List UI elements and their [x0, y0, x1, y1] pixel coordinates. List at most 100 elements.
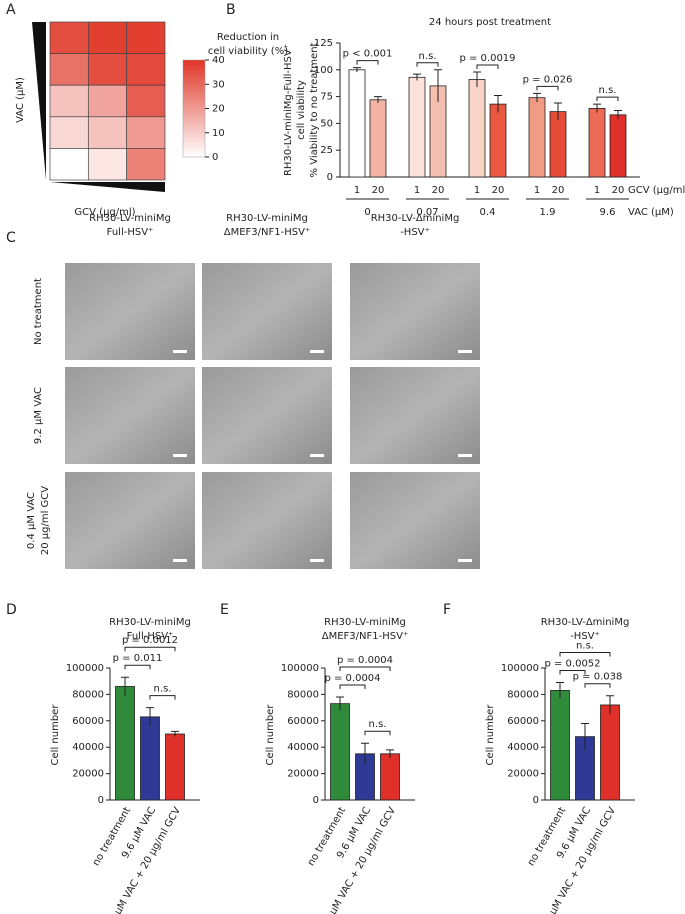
y-tick-label: 0 — [327, 172, 333, 183]
y-axis-label: Cell number — [50, 704, 61, 766]
significance-bracket — [584, 683, 611, 688]
heatmap-cell — [87, 53, 128, 86]
group-tick-label: 0 — [364, 207, 370, 218]
heatmap-cell — [49, 116, 89, 149]
sub-tick-label: 20 — [432, 185, 445, 196]
error-bar — [361, 742, 369, 765]
y-tick-label: 0 — [533, 795, 539, 806]
y-axis-label: cell viability — [296, 80, 307, 140]
y-tick-label: 0 — [98, 795, 104, 806]
heatmap-cell — [87, 116, 128, 149]
significance-bracket — [596, 96, 619, 102]
significance-label: n.s. — [419, 51, 437, 62]
heatmap-cell — [87, 84, 128, 118]
column-header: ΔMEF3/NF1-HSV⁺ — [224, 227, 310, 238]
significance-label: p = 0.0004 — [324, 673, 380, 684]
sub-axis-label: GCV (μg/ml) — [628, 185, 685, 196]
error-bar — [614, 110, 622, 120]
panel-label: A — [6, 2, 16, 18]
y-tick-label: 100000 — [281, 663, 319, 674]
scale-bar — [458, 454, 472, 457]
column-header: Full-HSV⁺ — [107, 227, 154, 238]
y-tick-label: 0 — [313, 795, 319, 806]
significance-label: n.s. — [369, 719, 387, 730]
chart-title: RH30-LV-miniMg — [324, 617, 406, 628]
chart-title: Full-HSV⁺ — [127, 631, 174, 642]
heatmap-cell — [87, 148, 128, 181]
colorbar-tick-label: 40 — [212, 55, 225, 66]
y-axis-label: Cell number — [265, 704, 276, 766]
chart-title: -HSV⁺ — [570, 631, 600, 642]
significance-bracket — [476, 64, 499, 69]
error-bar — [593, 103, 601, 113]
bar — [369, 99, 387, 178]
sub-tick-label: 1 — [474, 185, 480, 196]
y-axis-label: VAC (μM) — [15, 77, 26, 123]
y-tick-label: 100 — [314, 65, 333, 76]
significance-label: p = 0.026 — [523, 74, 573, 85]
heatmap-cell — [49, 21, 89, 54]
scale-bar — [173, 454, 187, 457]
bar — [609, 114, 627, 178]
y-tick-label: 60000 — [287, 716, 319, 727]
significance-bracket — [124, 664, 151, 670]
x-axis-label: GCV (μg/ml) — [74, 207, 135, 218]
sub-tick-label: 20 — [372, 185, 385, 196]
significance-label: p = 0.0004 — [337, 655, 393, 666]
sub-tick-label: 1 — [534, 185, 540, 196]
y-tick-label: 20000 — [72, 769, 104, 780]
y-tick-label: 125 — [314, 38, 333, 49]
sub-tick-label: 20 — [552, 185, 565, 196]
panel-label: C — [6, 230, 16, 246]
y-tick-label: 75 — [320, 92, 333, 103]
sub-tick-label: 1 — [594, 185, 600, 196]
heatmap-cell — [49, 53, 89, 86]
error-bar — [556, 682, 564, 699]
bar — [115, 686, 135, 801]
colorbar-title: cell viability (%) — [208, 46, 288, 57]
error-bar — [386, 749, 394, 758]
y-tick-label: 80000 — [287, 689, 319, 700]
heatmap-cell — [126, 148, 166, 181]
row-label: No treatment — [33, 278, 44, 345]
group-axis-label: VAC (μM) — [628, 207, 674, 218]
scale-bar — [310, 350, 324, 353]
error-bar — [606, 695, 614, 715]
micrograph — [65, 367, 195, 464]
error-bar — [494, 95, 502, 113]
row-label: 9.2 μM VAC — [33, 387, 44, 444]
sub-tick-label: 1 — [414, 185, 420, 196]
bar — [348, 69, 366, 178]
error-bar — [434, 69, 442, 102]
y-tick-label: 40000 — [287, 742, 319, 753]
error-bar — [374, 96, 382, 104]
y-tick-label: 40000 — [72, 742, 104, 753]
significance-bracket — [416, 62, 439, 67]
bar — [330, 703, 350, 801]
micrograph — [350, 472, 480, 569]
significance-label: p = 0.0012 — [122, 635, 178, 646]
significance-label: p < 0.001 — [343, 49, 393, 60]
significance-bracket — [559, 670, 586, 675]
y-tick-label: 100000 — [501, 663, 539, 674]
error-bar — [473, 71, 481, 87]
significance-bracket — [559, 652, 611, 657]
colorbar-tick-label: 0 — [212, 152, 218, 163]
column-header: -HSV⁺ — [400, 227, 430, 238]
colorbar — [182, 59, 206, 158]
colorbar-title: Reduction in — [217, 32, 279, 43]
micrograph — [65, 472, 195, 569]
scale-bar — [458, 350, 472, 353]
error-bar — [554, 102, 562, 121]
bar — [528, 97, 546, 178]
y-tick-label: 60000 — [72, 716, 104, 727]
bar — [588, 107, 606, 178]
significance-label: p = 0.038 — [573, 672, 623, 683]
chart-title: RH30-LV-ΔminiMg — [541, 617, 630, 628]
colorbar-tick-label: 20 — [212, 104, 225, 115]
chart-title: ΔMEF3/NF1-HSV⁺ — [322, 631, 408, 642]
significance-bracket — [364, 730, 391, 736]
micrograph — [202, 263, 332, 360]
sub-tick-label: 1 — [354, 185, 360, 196]
